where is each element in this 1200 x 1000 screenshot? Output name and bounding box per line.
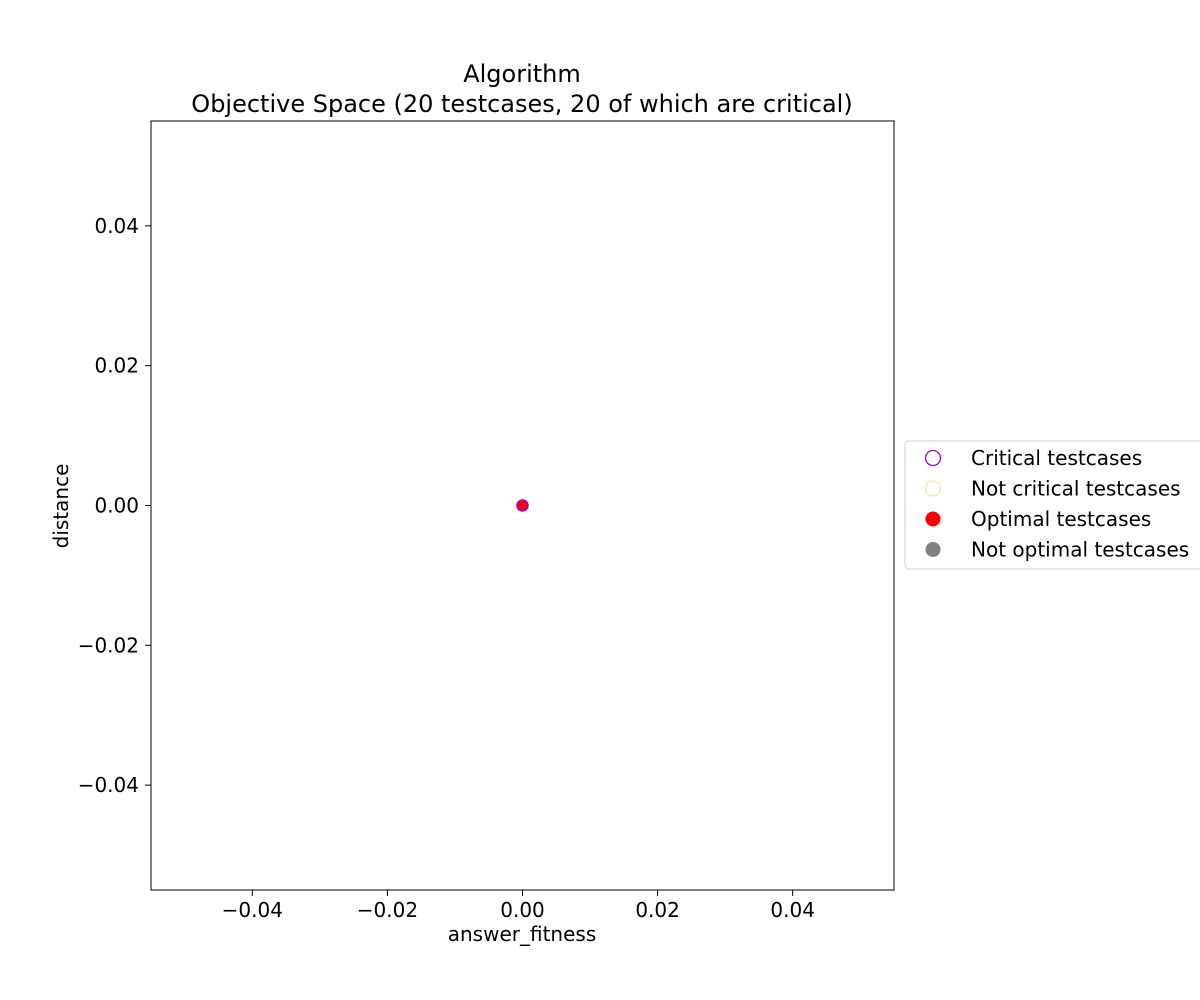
legend-label: Optimal testcases — [971, 507, 1151, 531]
plot-border — [150, 120, 895, 891]
critical-point — [516, 499, 529, 512]
legend-label: Not optimal testcases — [971, 538, 1189, 562]
legend-frame — [904, 440, 1200, 570]
y-axis: −0.04 −0.02 0.00 0.02 0.04 — [78, 214, 151, 797]
y-tick-label: −0.02 — [78, 633, 139, 657]
chart-title: Algorithm — [463, 60, 581, 88]
y-axis-label: distance — [49, 464, 73, 549]
legend-marker — [925, 511, 941, 527]
optimal-point — [517, 500, 528, 511]
legend-marker — [924, 480, 942, 497]
x-tick-label: 0.02 — [635, 898, 680, 922]
legend: Critical testcases Not critical testcases… — [904, 440, 1200, 570]
data-points — [516, 499, 529, 512]
legend-marker — [925, 542, 941, 557]
x-tick-label: 0.04 — [770, 898, 815, 922]
x-axis: −0.04 −0.02 0.00 0.02 0.04 — [222, 890, 815, 922]
legend-label: Not critical testcases — [971, 477, 1181, 501]
chart-subtitle: Objective Space (20 testcases, 20 of whi… — [191, 90, 852, 118]
y-tick-label: 0.00 — [94, 494, 139, 518]
x-tick-label: −0.04 — [222, 898, 283, 922]
legend-label: Critical testcases — [971, 446, 1142, 470]
x-tick-label: −0.02 — [357, 898, 418, 922]
y-tick-label: 0.04 — [94, 214, 139, 238]
y-tick-label: −0.04 — [78, 773, 139, 797]
x-axis-label: answer_fitness — [448, 922, 597, 946]
x-tick-label: 0.00 — [500, 898, 545, 922]
y-tick-label: 0.02 — [94, 354, 139, 378]
legend-marker — [924, 449, 942, 467]
